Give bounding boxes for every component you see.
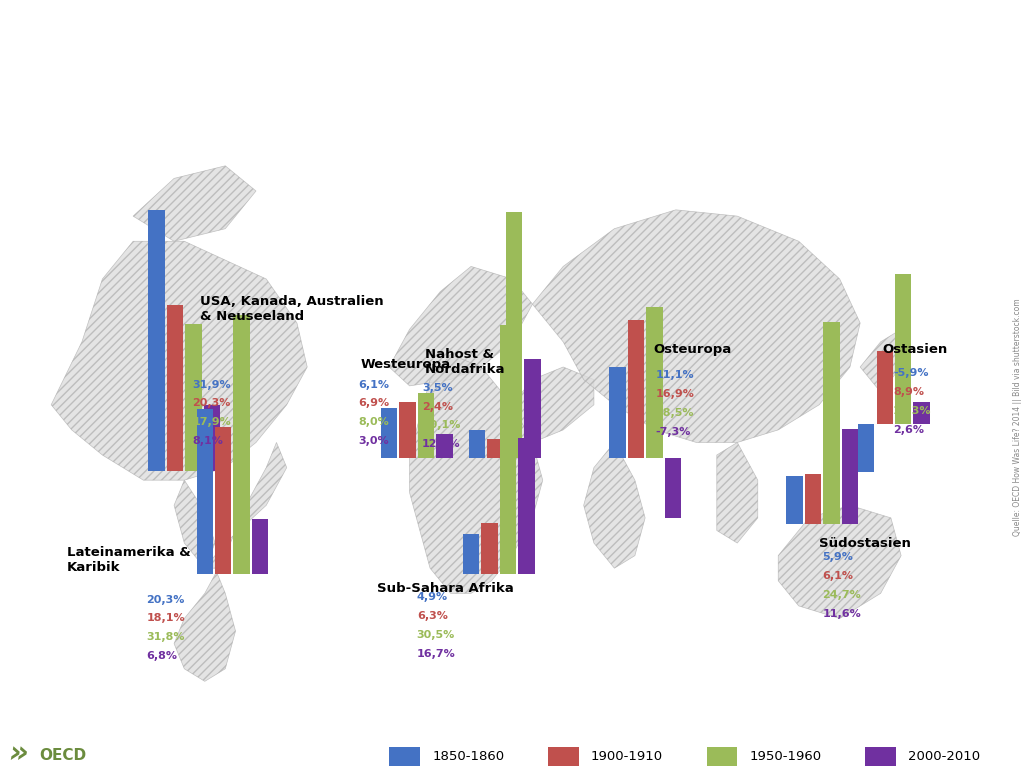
Bar — [842, 429, 858, 524]
Bar — [148, 210, 165, 471]
Polygon shape — [860, 329, 901, 392]
Polygon shape — [584, 442, 645, 568]
Text: Südostasien: Südostasien — [819, 537, 911, 550]
Bar — [823, 322, 840, 524]
Bar — [500, 325, 516, 574]
Text: 5,9%: 5,9% — [822, 552, 853, 562]
Text: Bevölkerungsentwicklung: Bevölkerungsentwicklung — [74, 13, 721, 57]
Bar — [895, 274, 911, 424]
Polygon shape — [512, 367, 594, 442]
Polygon shape — [51, 241, 307, 480]
Text: 6,1%: 6,1% — [358, 380, 389, 389]
Polygon shape — [174, 480, 215, 568]
Text: 16,7%: 16,7% — [417, 649, 456, 658]
Text: 17,9%: 17,9% — [193, 417, 231, 427]
Bar — [913, 402, 930, 424]
Bar — [252, 519, 268, 574]
Text: 4,9%: 4,9% — [417, 592, 447, 602]
Text: 8,9%: 8,9% — [893, 387, 924, 397]
Bar — [436, 434, 453, 458]
Bar — [215, 427, 231, 574]
Bar — [609, 367, 626, 458]
Text: 6,3%: 6,3% — [417, 611, 447, 621]
Text: Osteuropa: Osteuropa — [653, 343, 731, 356]
Text: 30,5%: 30,5% — [417, 629, 455, 640]
Text: 16,9%: 16,9% — [655, 389, 694, 399]
Polygon shape — [133, 166, 256, 241]
Polygon shape — [389, 267, 532, 386]
Text: OECD: OECD — [39, 748, 86, 764]
Text: USA, Kanada, Australien
& Neuseeland: USA, Kanada, Australien & Neuseeland — [200, 295, 383, 323]
Text: Westeuropa: Westeuropa — [360, 357, 451, 370]
Text: Prozentuales Wachstum nach Regionen, in verschiedenen Jahrzehnten: Prozentuales Wachstum nach Regionen, in … — [74, 71, 660, 89]
Bar — [469, 430, 485, 458]
Bar — [418, 393, 434, 458]
Text: 31,8%: 31,8% — [146, 633, 185, 642]
Bar — [646, 307, 663, 458]
Text: 18,1%: 18,1% — [146, 613, 185, 623]
Text: 2000-2010: 2000-2010 — [908, 750, 980, 764]
Bar — [548, 747, 579, 767]
Bar — [233, 314, 250, 574]
Text: 1900-1910: 1900-1910 — [591, 750, 663, 764]
Text: Nahost &
Nordafrika: Nahost & Nordafrika — [425, 348, 506, 376]
Text: 2,4%: 2,4% — [422, 402, 453, 412]
Bar — [665, 458, 681, 518]
Polygon shape — [778, 505, 901, 619]
Bar — [524, 360, 541, 458]
Text: Lateinamerika &
Karibik: Lateinamerika & Karibik — [67, 546, 190, 574]
Text: 20,3%: 20,3% — [193, 399, 230, 409]
Text: 24,7%: 24,7% — [822, 590, 861, 600]
Text: 3,5%: 3,5% — [422, 383, 453, 392]
Bar — [463, 534, 479, 574]
Bar — [805, 474, 821, 524]
Bar — [786, 476, 803, 524]
Text: 1950-1960: 1950-1960 — [750, 750, 821, 764]
Text: 11,1%: 11,1% — [655, 370, 694, 380]
Bar — [204, 405, 220, 471]
Bar — [389, 747, 420, 767]
Text: 2,6%: 2,6% — [893, 425, 924, 434]
Text: 31,9%: 31,9% — [193, 380, 231, 389]
Polygon shape — [532, 210, 860, 442]
Bar — [518, 438, 535, 574]
Polygon shape — [717, 442, 758, 543]
Text: 20,3%: 20,3% — [146, 594, 184, 604]
Bar — [381, 408, 397, 458]
Text: 11,6%: 11,6% — [822, 609, 861, 619]
Text: 6,9%: 6,9% — [358, 399, 389, 409]
Polygon shape — [410, 354, 543, 594]
Bar — [487, 438, 504, 458]
Bar — [877, 351, 893, 424]
Bar — [185, 324, 202, 471]
Text: 18,3%: 18,3% — [893, 406, 932, 416]
Polygon shape — [174, 442, 287, 682]
Text: -5,9%: -5,9% — [893, 368, 929, 378]
Text: 18,5%: 18,5% — [655, 408, 694, 418]
Bar — [865, 747, 896, 767]
Bar — [858, 424, 874, 472]
Text: 6,8%: 6,8% — [146, 651, 177, 661]
Text: 8,1%: 8,1% — [193, 436, 223, 446]
Text: »: » — [8, 739, 28, 768]
Text: 1850-1860: 1850-1860 — [432, 750, 504, 764]
Bar — [167, 305, 183, 471]
Text: 30,1%: 30,1% — [422, 420, 460, 431]
Text: 8,0%: 8,0% — [358, 417, 389, 427]
Bar — [506, 212, 522, 458]
Bar — [628, 320, 644, 458]
Text: »: » — [12, 17, 52, 76]
Bar — [707, 747, 737, 767]
Text: 6,1%: 6,1% — [822, 571, 853, 581]
Bar — [481, 523, 498, 574]
Text: 12,1%: 12,1% — [422, 439, 461, 449]
Text: -7,3%: -7,3% — [655, 427, 691, 437]
Bar — [399, 402, 416, 458]
Text: 3,0%: 3,0% — [358, 436, 389, 446]
Text: Ostasien: Ostasien — [883, 343, 948, 356]
Text: Sub-Sahara Afrika: Sub-Sahara Afrika — [377, 582, 514, 595]
Bar — [197, 409, 213, 574]
Text: Quelle: OECD How Was Life? 2014 || Bild via shutterstock.com: Quelle: OECD How Was Life? 2014 || Bild … — [1013, 299, 1022, 536]
